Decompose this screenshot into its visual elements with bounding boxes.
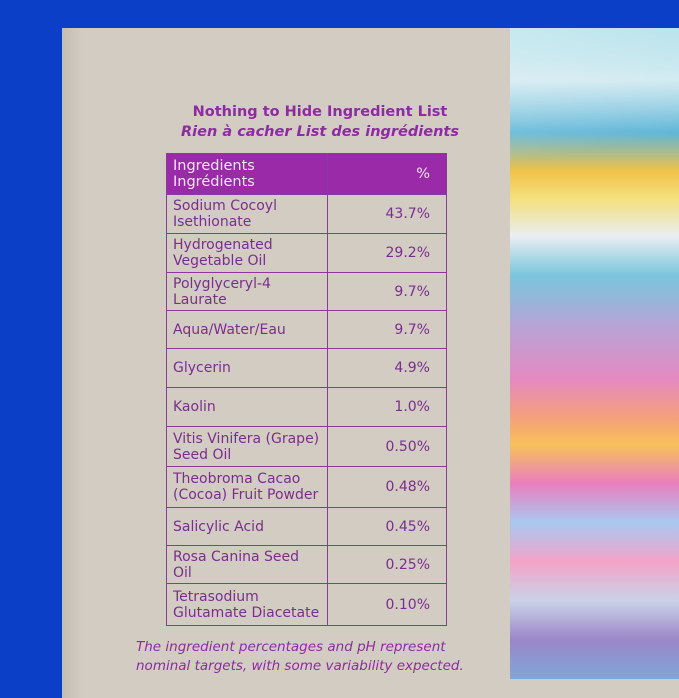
table-row: Hydrogenated Vegetable Oil 29.2% (166, 233, 447, 273)
header-ingredients: Ingredients Ingrédients (166, 153, 328, 195)
box-edge (62, 28, 82, 698)
ingredient-name: Sodium Cocoyl Isethionate (166, 194, 328, 234)
ingredient-name: Vitis Vinifera (Grape) Seed Oil (166, 426, 328, 467)
ingredient-percent: 9.7% (327, 310, 447, 349)
table-row: Tetrasodium Glutamate Diacetate 0.10% (166, 583, 447, 626)
table-row: Glycerin 4.9% (166, 348, 447, 388)
footnote: The ingredient percentages and pH repres… (136, 639, 464, 674)
ingredient-percent: 43.7% (327, 194, 447, 234)
ingredient-percent: 0.25% (327, 545, 447, 584)
ingredient-percent: 4.9% (327, 348, 447, 388)
ingredient-name: Glycerin (166, 348, 328, 388)
ingredient-name: Tetrasodium Glutamate Diacetate (166, 583, 328, 626)
title-french: Rien à cacher List des ingrédients (181, 124, 459, 140)
ingredient-percent: 0.50% (327, 426, 447, 467)
painted-artwork-panel (510, 28, 679, 679)
ingredient-percent: 1.0% (327, 387, 447, 427)
table-row: Salicylic Acid 0.45% (166, 507, 447, 546)
title-english: Nothing to Hide Ingredient List (192, 104, 448, 120)
table-row: Sodium Cocoyl Isethionate 43.7% (166, 194, 447, 234)
ingredient-percent: 0.10% (327, 583, 447, 626)
ingredient-name: Polyglyceryl-4 Laurate (166, 272, 328, 311)
ingredient-percent: 9.7% (327, 272, 447, 311)
table-row: Vitis Vinifera (Grape) Seed Oil 0.50% (166, 426, 447, 467)
table-row: Aqua/Water/Eau 9.7% (166, 310, 447, 349)
table-row: Kaolin 1.0% (166, 387, 447, 427)
ingredient-percent: 29.2% (327, 233, 447, 273)
header-percent: % (327, 153, 447, 195)
ingredient-table: Ingredients Ingrédients % Sodium Cocoyl Is… (166, 153, 447, 626)
ingredient-name: Rosa Canina Seed Oil (166, 545, 328, 584)
ingredient-name: Salicylic Acid (166, 507, 328, 546)
table-header: Ingredients Ingrédients % (166, 153, 447, 195)
ingredient-name: Hydrogenated Vegetable Oil (166, 233, 328, 273)
table-row: Rosa Canina Seed Oil 0.25% (166, 545, 447, 584)
table-row: Polyglyceryl-4 Laurate 9.7% (166, 272, 447, 311)
ingredient-percent: 0.45% (327, 507, 447, 546)
ingredient-name: Aqua/Water/Eau (166, 310, 328, 349)
ingredient-name: Kaolin (166, 387, 328, 427)
ingredient-name: Theobroma Cacao (Cocoa) Fruit Powder (166, 466, 328, 508)
ingredient-percent: 0.48% (327, 466, 447, 508)
table-row: Theobroma Cacao (Cocoa) Fruit Powder 0.48% (166, 466, 447, 508)
